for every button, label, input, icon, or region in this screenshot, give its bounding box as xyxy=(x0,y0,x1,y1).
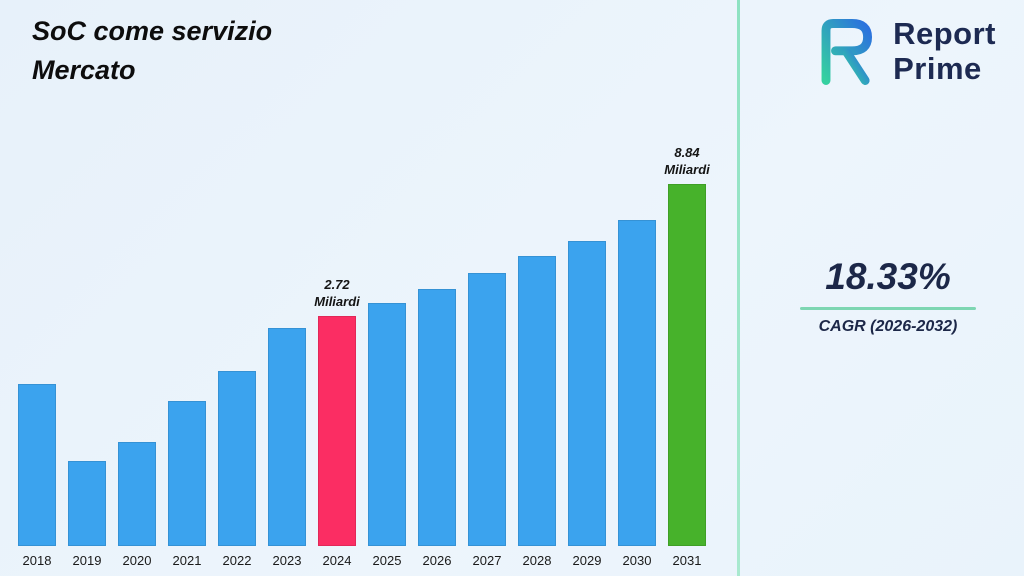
bar-2022 xyxy=(218,371,256,546)
bar-column-2018: 2018 xyxy=(18,384,56,568)
page-title: SoC come servizio Mercato xyxy=(32,12,272,90)
brand-logo: Report Prime xyxy=(807,14,996,90)
bar-2026 xyxy=(418,289,456,546)
bar-column-2021: 2021 xyxy=(168,401,206,568)
bar-annotation-line: Miliardi xyxy=(664,162,710,178)
x-axis-label-2031: 2031 xyxy=(672,553,702,568)
bar-2027 xyxy=(468,273,506,546)
bar-column-2024: 2.72 Miliardi 2024 xyxy=(314,277,360,568)
page-title-line1: SoC come servizio xyxy=(32,16,273,46)
bar-2019 xyxy=(68,461,106,546)
bar-2031 xyxy=(668,184,706,546)
bar-2025 xyxy=(368,303,406,546)
bar-column-2026: 2026 xyxy=(418,289,456,568)
x-axis-label-2025: 2025 xyxy=(372,553,402,568)
report-prime-r-mark-icon xyxy=(807,14,883,90)
bar-annotation-2031: 8.84 Miliardi xyxy=(664,145,710,179)
bar-2030 xyxy=(618,220,656,546)
cagr-value: 18.33% xyxy=(825,256,951,297)
brand-name-line2: Prime xyxy=(893,51,982,86)
bar-2021 xyxy=(168,401,206,546)
bar-column-2019: 2019 xyxy=(68,461,106,568)
bar-2020 xyxy=(118,442,156,546)
bar-2028 xyxy=(518,256,556,546)
x-axis-label-2021: 2021 xyxy=(172,553,202,568)
x-axis-label-2022: 2022 xyxy=(222,553,252,568)
bar-annotation-2024: 2.72 Miliardi xyxy=(314,277,360,311)
bar-column-2030: 2030 xyxy=(618,220,656,568)
bar-2023 xyxy=(268,328,306,546)
brand-name: Report Prime xyxy=(893,17,996,86)
bar-annotation-line: 2.72 xyxy=(324,277,350,293)
bar-2029 xyxy=(568,241,606,546)
x-axis-label-2027: 2027 xyxy=(472,553,502,568)
x-axis-label-2023: 2023 xyxy=(272,553,302,568)
bar-column-2022: 2022 xyxy=(218,371,256,568)
bar-column-2023: 2023 xyxy=(268,328,306,568)
bar-column-2029: 2029 xyxy=(568,241,606,568)
bar-annotation-line: 8.84 xyxy=(674,145,700,161)
brand-name-line1: Report xyxy=(893,16,996,52)
bar-column-2027: 2027 xyxy=(468,273,506,568)
cagr-stat: 18.33% CAGR (2026-2032) xyxy=(800,256,976,336)
bar-column-2028: 2028 xyxy=(518,256,556,568)
page-title-line2: Mercato xyxy=(32,55,136,86)
bar-2024 xyxy=(318,316,356,546)
x-axis-label-2029: 2029 xyxy=(572,553,602,568)
x-axis-label-2018: 2018 xyxy=(22,553,52,568)
x-axis-label-2024: 2024 xyxy=(322,553,352,568)
bar-column-2020: 2020 xyxy=(118,442,156,568)
bar-2018 xyxy=(18,384,56,546)
x-axis-label-2020: 2020 xyxy=(122,553,152,568)
bar-chart: 2018 2019 2020 2021 2022 2023 2.72 Miliardi 2024… xyxy=(18,145,710,568)
bar-column-2031: 8.84 Miliardi 2031 xyxy=(664,145,710,568)
x-axis-label-2019: 2019 xyxy=(72,553,102,568)
cagr-underline xyxy=(800,307,976,310)
x-axis-label-2028: 2028 xyxy=(522,553,552,568)
bar-column-2025: 2025 xyxy=(368,303,406,568)
vertical-divider xyxy=(737,0,740,576)
x-axis-label-2030: 2030 xyxy=(622,553,652,568)
x-axis-label-2026: 2026 xyxy=(422,553,452,568)
bar-annotation-line: Miliardi xyxy=(314,294,360,310)
cagr-caption: CAGR (2026-2032) xyxy=(818,318,958,335)
